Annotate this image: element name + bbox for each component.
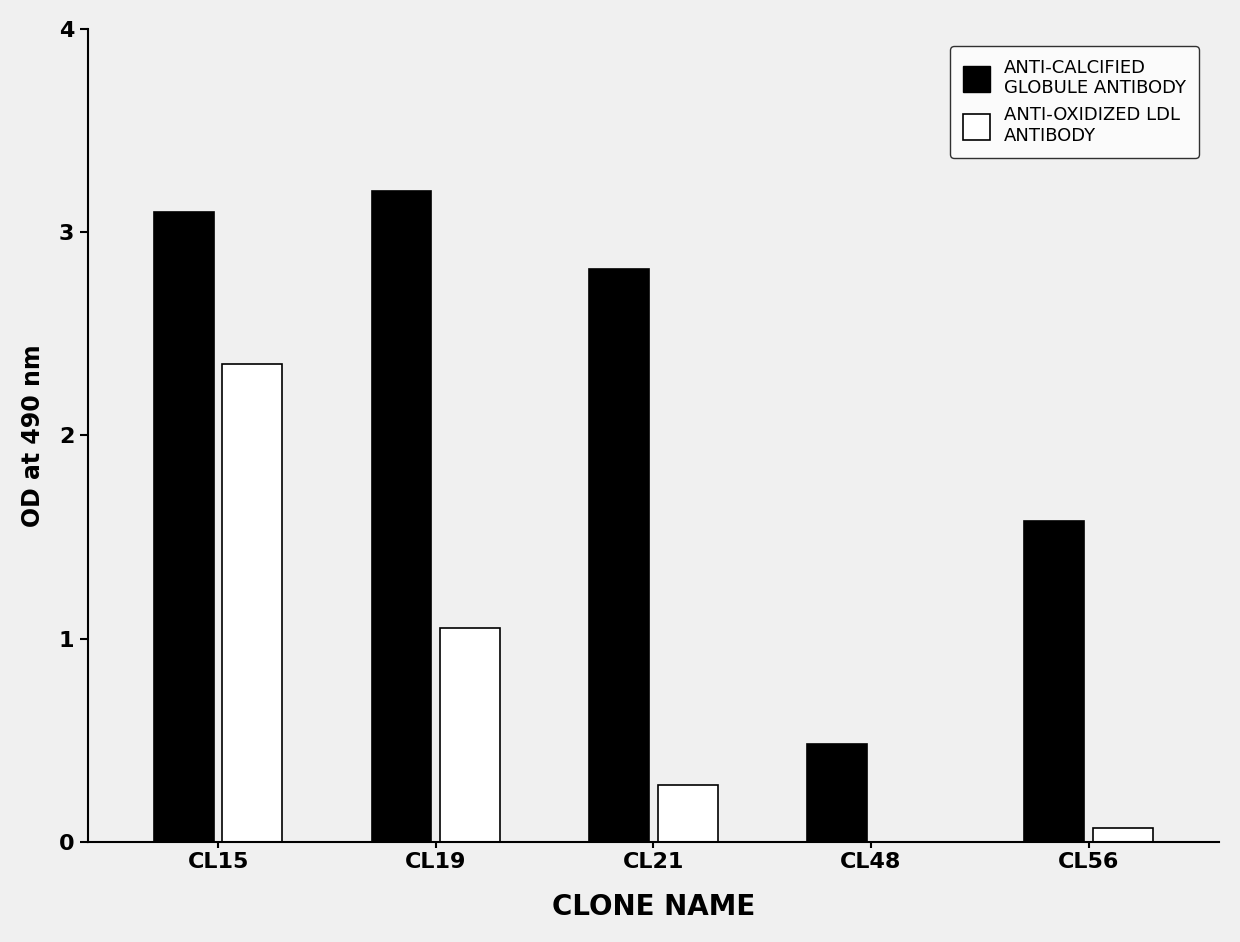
- Bar: [657, 785, 718, 842]
- Bar: [154, 212, 213, 842]
- Bar: [440, 628, 500, 842]
- Y-axis label: OD at 490 nm: OD at 490 nm: [21, 344, 45, 527]
- Bar: [222, 365, 283, 842]
- Bar: [1092, 828, 1153, 842]
- Bar: [1024, 521, 1084, 842]
- Legend: ANTI-CALCIFIED
GLOBULE ANTIBODY, ANTI-OXIDIZED LDL
ANTIBODY: ANTI-CALCIFIED GLOBULE ANTIBODY, ANTI-OX…: [950, 46, 1199, 158]
- Bar: [589, 268, 649, 842]
- Bar: [372, 191, 432, 842]
- Bar: [807, 744, 867, 842]
- X-axis label: CLONE NAME: CLONE NAME: [552, 893, 755, 921]
